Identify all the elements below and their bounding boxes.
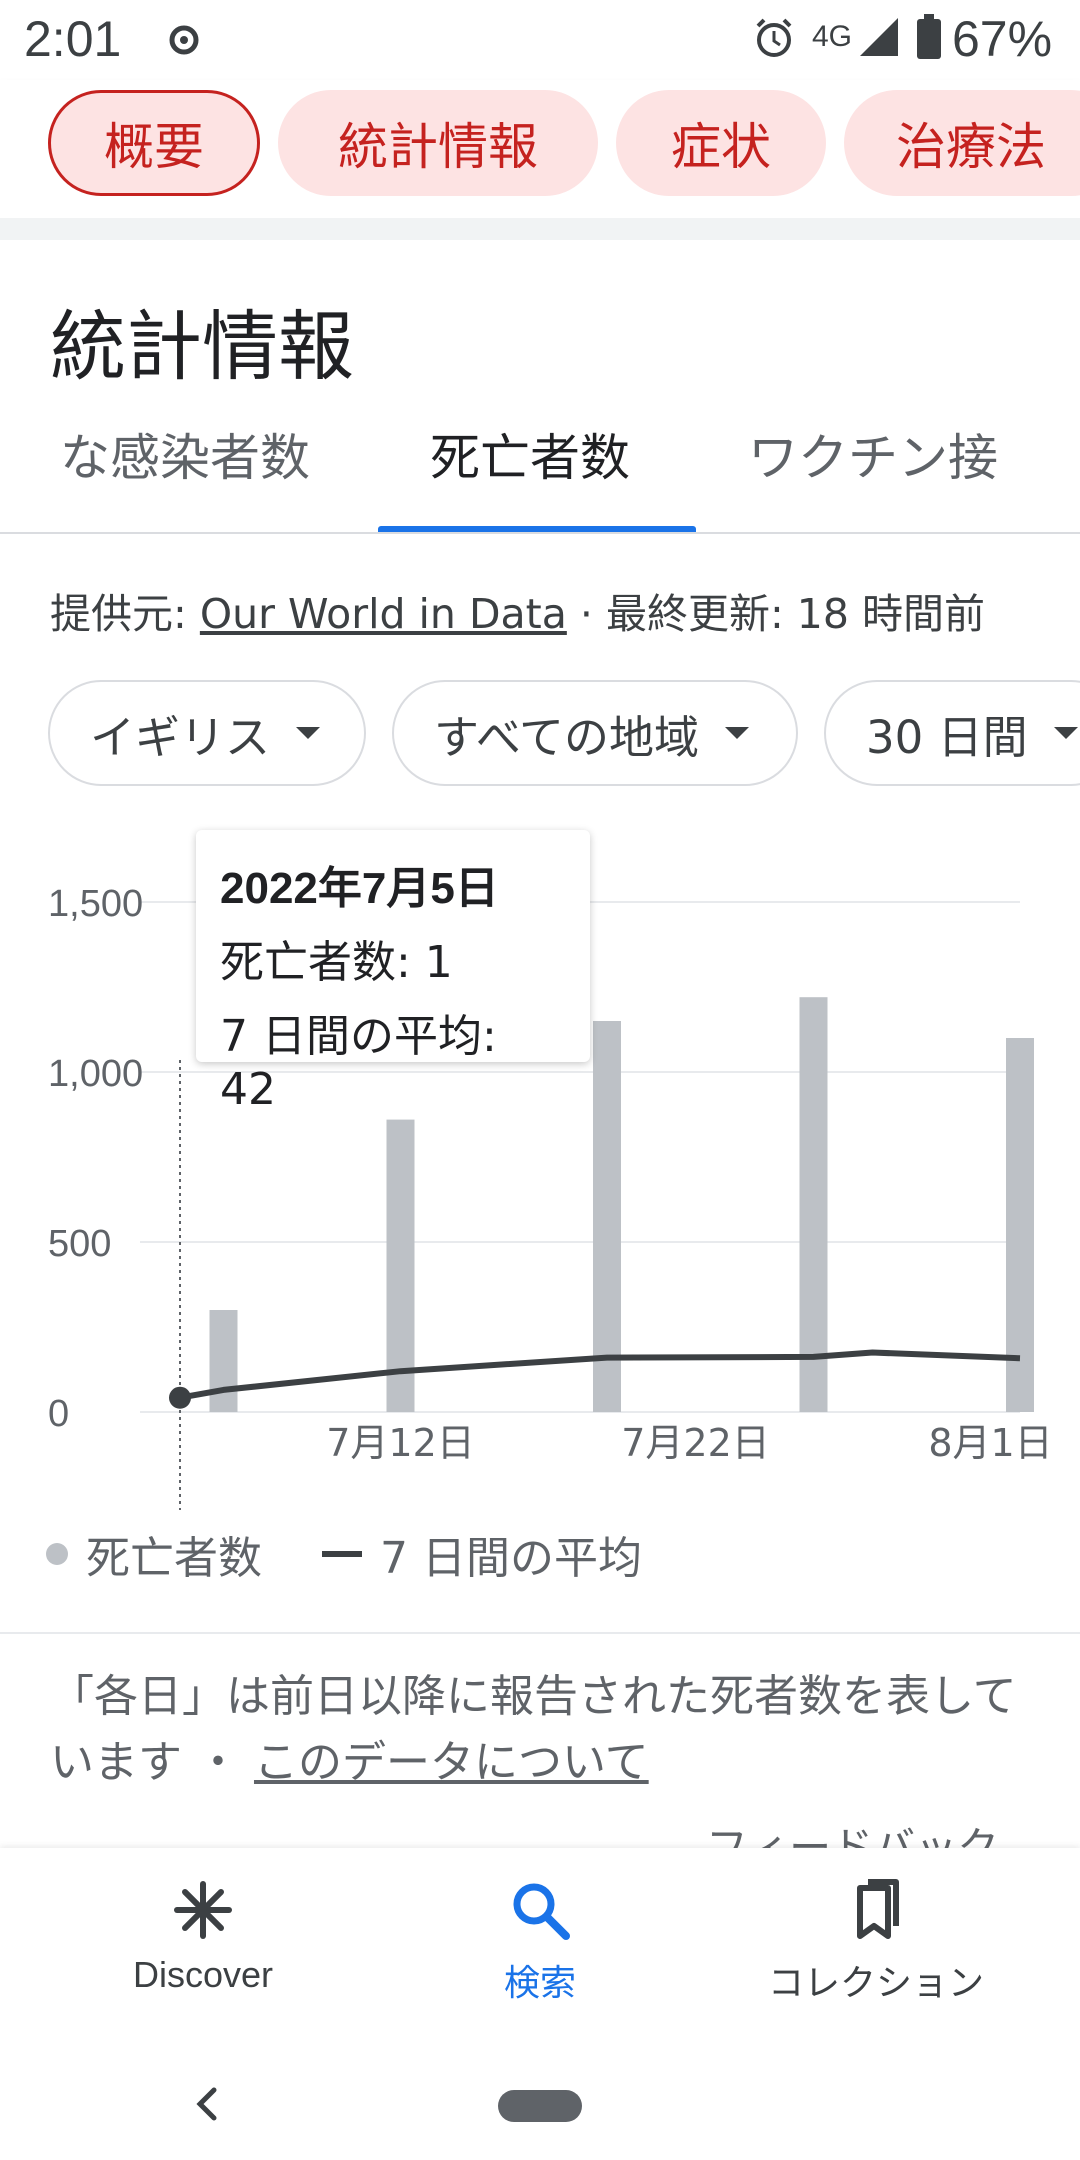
status-time: 2:01 — [24, 11, 122, 67]
x-tick-label: 8月1日 — [928, 1421, 1052, 1465]
tab-divider — [0, 532, 1080, 534]
y-tick-label: 0 — [48, 1393, 69, 1435]
country-dropdown-label: イギリス — [90, 710, 271, 764]
network-type: 4G — [812, 20, 853, 53]
bar — [799, 997, 828, 1412]
chip-statistics[interactable]: 統計情報 — [278, 90, 598, 196]
dropdown-caret-icon — [296, 727, 321, 739]
signal-icon — [860, 18, 898, 56]
country-dropdown[interactable]: イギリス — [48, 680, 366, 786]
source-link[interactable]: Our World in Data — [199, 590, 567, 638]
bottom-navigation: Discover 検索 コレクション — [0, 1848, 1080, 2034]
alarm-icon — [756, 18, 792, 57]
sync-icon — [169, 25, 199, 55]
chart-legend: 死亡者数 7 日間の平均 — [46, 1522, 642, 1586]
search-icon — [513, 1883, 570, 1940]
chart-tooltip: 2022年7月5日 死亡者数: 1 7 日間の平均: 42 — [196, 830, 590, 1115]
section-gap — [0, 218, 1080, 240]
dropdown-caret-icon — [1053, 727, 1078, 739]
asterisk-icon — [174, 1881, 232, 1939]
topic-chip-row: 概要 統計情報 症状 治療法 — [0, 80, 1080, 218]
region-dropdown[interactable]: すべての地域 — [392, 680, 798, 786]
legend-deaths-swatch — [46, 1543, 68, 1565]
divider — [0, 1632, 1080, 1634]
nav-search-label: 検索 — [503, 1962, 576, 2003]
deaths-chart[interactable]: 1,500 1,000 500 0 7月12日 7月22日 8月1日 — [0, 820, 1080, 1520]
chip-symptoms[interactable]: 症状 — [616, 90, 826, 196]
feedback-link[interactable]: フィードバック — [706, 1823, 1000, 1848]
data-note-text: 「各日」は前日以降に報告された死者数を表しています ・ — [50, 1671, 1017, 1788]
battery-icon — [917, 14, 941, 59]
tooltip-average: 7 日間の平均: 42 — [220, 1011, 497, 1115]
section-title: 統計情報 — [50, 302, 354, 391]
region-dropdown-label: すべての地域 — [434, 710, 700, 764]
chip-overview[interactable]: 概要 — [48, 90, 260, 196]
legend-average-swatch — [322, 1551, 362, 1557]
period-dropdown[interactable]: 30 日間 — [824, 680, 1080, 786]
source-line: 提供元: Our World in Data · 最終更新: 18 時間前 — [50, 580, 985, 640]
tooltip-deaths: 死亡者数: 1 — [220, 937, 453, 988]
tab-deaths[interactable]: 死亡者数 — [430, 429, 630, 487]
tooltip-date: 2022年7月5日 — [220, 864, 499, 913]
period-dropdown-label: 30 日間 — [866, 710, 1028, 764]
x-tick-label: 7月12日 — [326, 1421, 475, 1465]
legend-deaths-label: 死亡者数 — [86, 1533, 262, 1584]
y-tick-label: 1,500 — [48, 883, 143, 925]
y-tick-label: 1,000 — [48, 1053, 143, 1095]
nav-search[interactable]: 検索 — [390, 1878, 690, 2006]
home-button[interactable] — [498, 2090, 582, 2122]
active-tab-indicator — [378, 526, 696, 532]
y-tick-label: 500 — [48, 1223, 111, 1265]
status-bar: 2:01 4G 67% — [0, 0, 1080, 80]
bar — [1006, 1038, 1034, 1412]
about-data-link[interactable]: このデータについて — [253, 1737, 649, 1788]
legend-average-label: 7 日間の平均 — [380, 1533, 642, 1584]
nav-collections-label: コレクション — [767, 1962, 984, 2003]
average-line — [179, 1349, 1021, 1401]
nav-discover-label: Discover — [132, 1954, 274, 1995]
bar — [593, 1021, 621, 1412]
source-prefix: 提供元: — [50, 590, 200, 638]
battery-percent: 67% — [952, 11, 1053, 67]
highlight-point — [169, 1386, 191, 1409]
collections-icon — [857, 1879, 899, 1939]
nav-discover[interactable]: Discover — [53, 1878, 353, 1996]
system-navigation — [0, 2034, 1080, 2160]
nav-collections[interactable]: コレクション — [726, 1878, 1026, 2006]
chip-treatment[interactable]: 治療法 — [844, 90, 1080, 196]
bar — [209, 1310, 238, 1412]
tab-cases[interactable]: な感染者数 — [60, 429, 310, 487]
tab-vaccinations[interactable]: ワクチン接 — [748, 429, 998, 487]
data-note: 「各日」は前日以降に報告された死者数を表しています ・ このデータについて — [50, 1664, 1040, 1796]
dropdown-caret-icon — [725, 727, 750, 739]
bar — [386, 1119, 415, 1412]
x-tick-label: 7月22日 — [621, 1421, 770, 1465]
last-updated: · 最終更新: 18 時間前 — [566, 590, 985, 638]
back-icon[interactable] — [192, 2084, 222, 2124]
